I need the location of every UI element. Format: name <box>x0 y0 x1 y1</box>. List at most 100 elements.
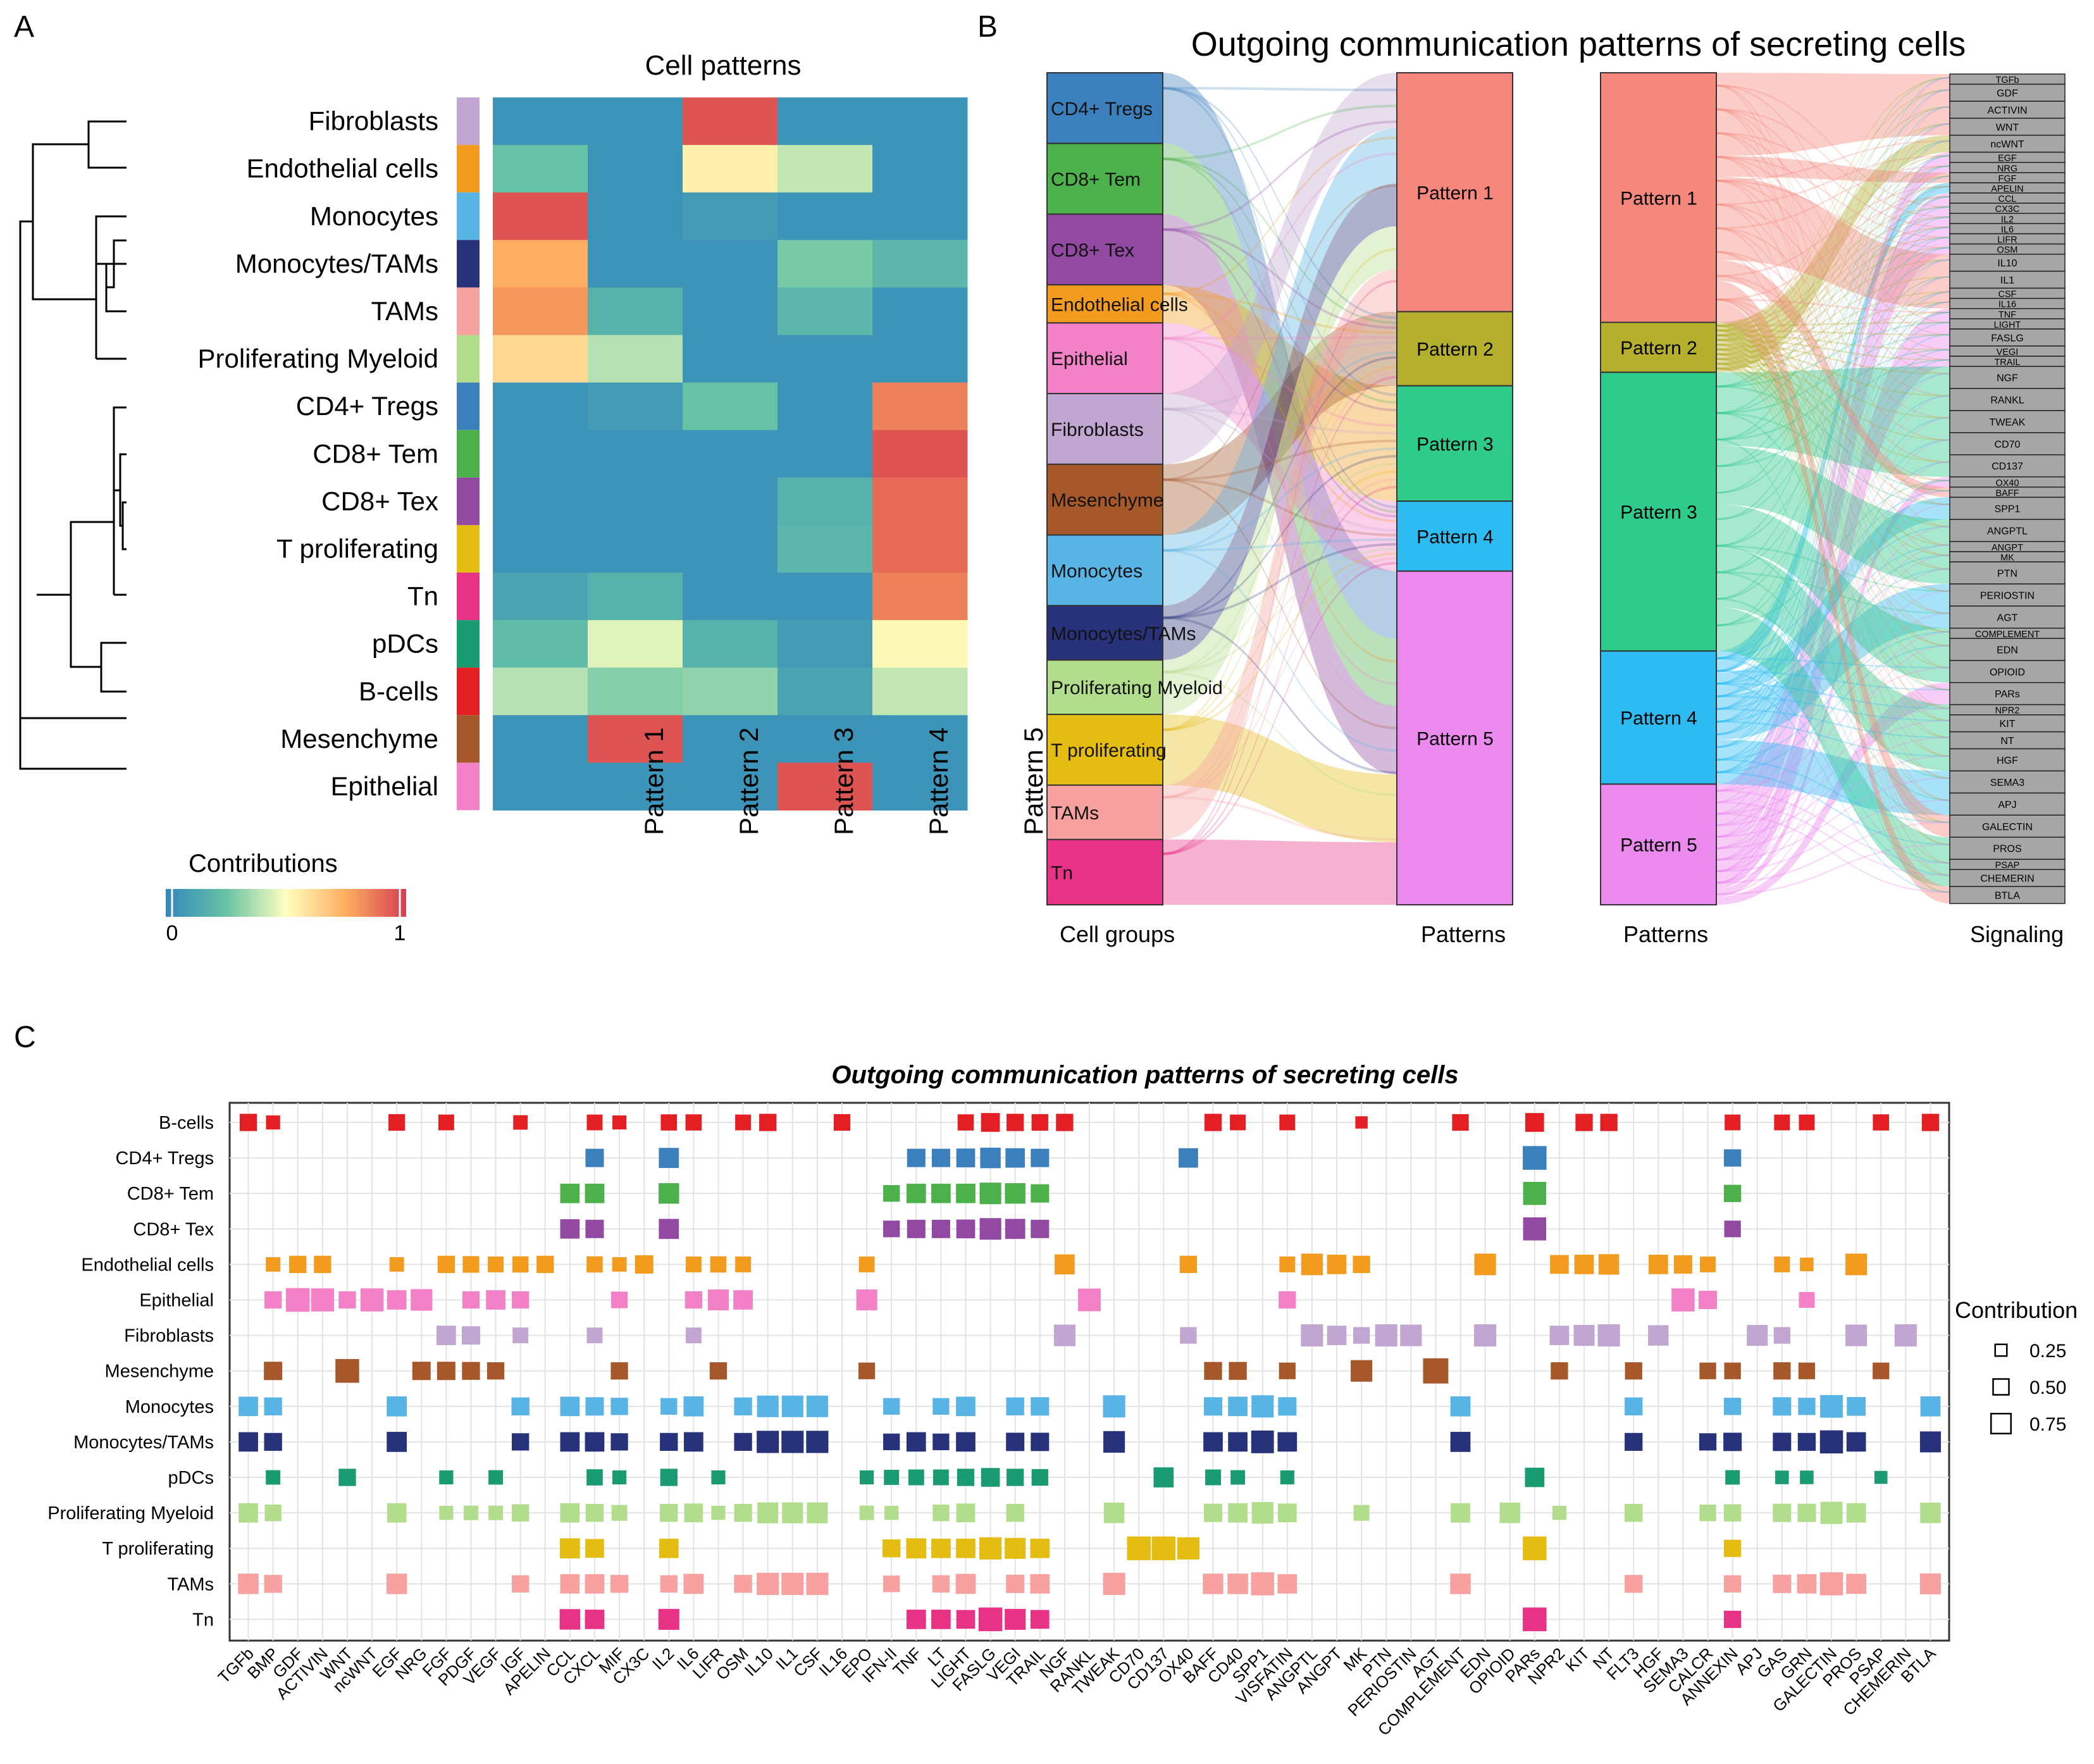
dot-b-cells-il6 <box>685 1114 702 1131</box>
heatmap-row-label: CD4+ Tregs <box>296 391 438 421</box>
dot-monocytes-tams-csf <box>806 1431 829 1453</box>
dot-pdcs-faslg <box>981 1468 1000 1487</box>
minor-flow <box>1716 395 1950 723</box>
minor-flow <box>1716 759 1950 823</box>
heatmap-cell <box>588 145 683 193</box>
dot-endothelial-cells-kit <box>1574 1255 1594 1274</box>
minor-flow <box>1716 84 1950 323</box>
heatmap-cell <box>778 715 873 763</box>
minor-flow <box>1716 77 1950 659</box>
minor-flow <box>1716 108 1950 218</box>
dot-epithelial-rankl <box>1078 1288 1101 1312</box>
flow-pattern-3-to-psap <box>1716 621 1950 870</box>
signaling-node-faslg <box>1949 328 2066 347</box>
flow-pattern-1-to-activin <box>1716 101 1950 135</box>
dot-fibroblasts-kit <box>1573 1325 1595 1346</box>
dot-monocytes-mif <box>610 1398 628 1415</box>
minor-flow <box>1716 695 1950 721</box>
row-swatch-epithelial <box>457 762 480 811</box>
dot-mesenchyme-wnt <box>335 1358 359 1383</box>
dot-monocytes-tams-ccl <box>560 1432 580 1452</box>
dot-monocytes-complement <box>1450 1396 1471 1417</box>
dotplot-row-label: pDCs <box>168 1468 214 1488</box>
dot-monocytes-tams-complement <box>1450 1432 1471 1452</box>
heatmap-cell <box>872 430 968 478</box>
minor-flow <box>1716 156 1950 546</box>
dot-cd4-tregs-trail <box>1031 1148 1050 1167</box>
flow-pattern-4-to-apelin <box>1716 182 1950 673</box>
minor-flow <box>1163 455 1397 619</box>
heatmap-cell <box>683 145 778 193</box>
minor-flow <box>1716 106 1950 815</box>
minor-flow <box>1716 251 1950 441</box>
flow-pattern-3-to-tweak <box>1716 401 1950 433</box>
minor-flow <box>1716 216 1950 414</box>
dot-monocytes-gas <box>1773 1397 1792 1416</box>
dot-tams-grn <box>1797 1574 1817 1594</box>
heatmap-row-label: Endothelial cells <box>246 154 438 183</box>
minor-flow <box>1163 87 1397 320</box>
dot-monocytes-tweak <box>1103 1395 1125 1418</box>
minor-flow <box>1716 790 1950 864</box>
dot-epithelial-lifr <box>707 1289 729 1311</box>
dot-pdcs-cxcl <box>586 1469 603 1486</box>
minor-flow <box>1716 645 1950 895</box>
signaling-label: TNF <box>1998 310 2016 320</box>
dot-tams-il6 <box>683 1574 704 1594</box>
minor-flow <box>1716 196 1950 774</box>
dot-t-proliferating-cd70 <box>1127 1536 1151 1560</box>
dot-monocytes-tams-cxcl <box>585 1432 605 1452</box>
signaling-label: NGF <box>1997 373 2018 384</box>
dot-epithelial-gdf <box>286 1288 310 1312</box>
dot-endothelial-cells-il6 <box>685 1256 702 1272</box>
minor-flow <box>1716 196 1950 626</box>
minor-flow <box>1716 298 1950 313</box>
pattern-node-right-pattern-3 <box>1600 371 1717 652</box>
minor-flow <box>1716 348 1950 570</box>
minor-flow <box>1716 568 1950 850</box>
dot-endothelial-cells-visfatin <box>1279 1256 1296 1272</box>
dot-mesenchyme-bmp <box>264 1362 283 1381</box>
minor-flow <box>1716 657 1950 864</box>
heatmap-cell <box>493 715 588 763</box>
minor-flow <box>1716 598 1950 823</box>
flow-pattern-3-to-cd70 <box>1716 416 1950 455</box>
colorbar-min-label: 0 <box>166 921 178 945</box>
dot-endothelial-cells-ox40 <box>1179 1255 1198 1274</box>
dot-mesenchyme-psap <box>1873 1362 1890 1379</box>
heatmap-cell <box>778 668 873 716</box>
dot-monocytes-trail <box>1031 1397 1050 1416</box>
heatmap-cell <box>588 335 683 383</box>
minor-flow <box>1716 237 1950 341</box>
dotplot-row-label: Endothelial cells <box>81 1255 214 1275</box>
minor-flow <box>1716 490 1950 659</box>
dot-t-proliferating-trail <box>1030 1538 1050 1558</box>
heatmap-cell <box>778 573 873 621</box>
signaling-label: CHEMERIN <box>1980 874 2034 885</box>
dot-endothelial-cells-cx3c <box>635 1255 654 1274</box>
signaling-label: TWEAK <box>1990 417 2026 428</box>
heatmap-cell <box>778 240 873 288</box>
signaling-label: EDN <box>1997 645 2018 655</box>
dot-monocytes-tams-gas <box>1773 1432 1792 1451</box>
minor-flow <box>1716 329 1950 506</box>
signaling-label: LIGHT <box>1994 320 2021 330</box>
minor-flow <box>1716 554 1950 711</box>
minor-flow <box>1716 227 1950 592</box>
dot-mesenchyme-grn <box>1798 1362 1816 1379</box>
row-swatch-monocytes <box>457 192 480 240</box>
alluvial-title: Outgoing communication patterns of secre… <box>1191 25 1966 63</box>
heatmap-cell <box>683 192 778 240</box>
dot-b-cells-bmp <box>266 1115 280 1130</box>
panel-b-alluvial: Outgoing communication patterns of secre… <box>1046 25 2066 947</box>
dot-pdcs-lifr <box>711 1470 726 1485</box>
minor-flow <box>1163 407 1397 435</box>
heatmap-title: Cell patterns <box>645 50 801 81</box>
heatmap-cell <box>493 620 588 668</box>
dot-tams-il2 <box>660 1575 678 1593</box>
minor-flow <box>1716 554 1950 838</box>
flow-pattern-3-to-complement <box>1716 504 1950 638</box>
dot-tams-light <box>955 1574 976 1594</box>
minor-flow <box>1716 180 1950 375</box>
signaling-node-agt <box>1949 606 2066 629</box>
